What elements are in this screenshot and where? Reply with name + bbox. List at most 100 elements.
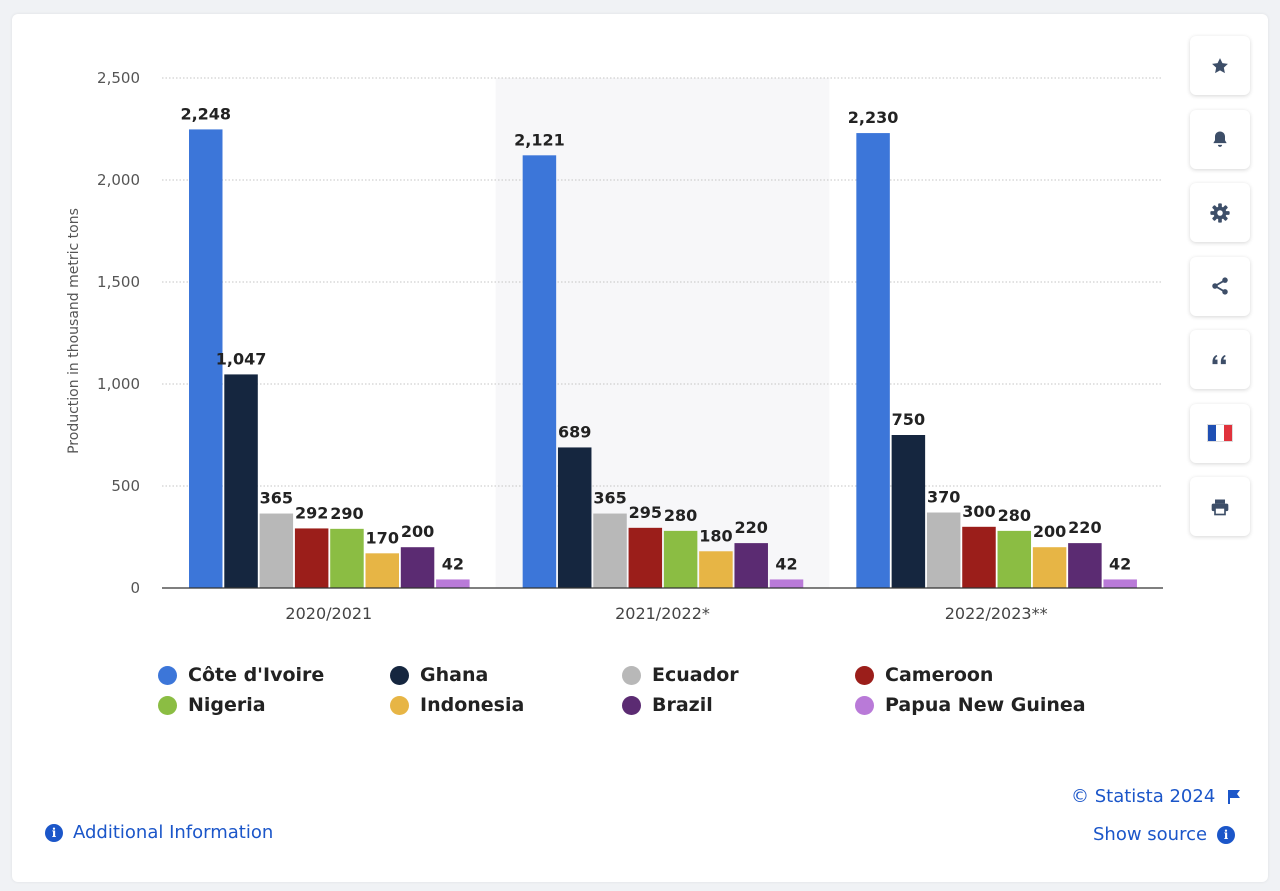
bar: [259, 513, 294, 588]
legend-label: Papua New Guinea: [885, 694, 1086, 716]
y-tick-label: 500: [111, 477, 140, 495]
legend-label: Côte d'Ivoire: [188, 664, 325, 686]
info-icon: i: [1217, 825, 1236, 844]
y-axis-label: Production in thousand metric tons: [66, 208, 82, 454]
data-label: 300: [962, 502, 995, 521]
data-label: 365: [260, 489, 293, 508]
legend-label: Ghana: [420, 664, 489, 686]
copyright-link[interactable]: © Statista 2024: [1071, 786, 1241, 807]
bar-chart: 0 500 1,000 1,500 2,000 2,500 Production in th…: [66, 69, 1163, 623]
y-tick-label: 2,500: [97, 69, 140, 87]
data-label: 280: [664, 506, 697, 525]
show-source-link[interactable]: Show source i: [1093, 824, 1236, 845]
y-tick-label: 1,000: [97, 375, 140, 393]
x-tick-label: 2022/2023**: [945, 604, 1048, 623]
bar: [962, 526, 996, 588]
language-button[interactable]: [1190, 403, 1250, 463]
bar: [699, 551, 733, 588]
bar: [365, 553, 399, 588]
bar: [522, 155, 557, 589]
favorite-button[interactable]: [1190, 36, 1250, 95]
data-label: 42: [442, 554, 464, 573]
bell-icon: [1213, 131, 1227, 147]
legend-item[interactable]: Papua New Guinea: [855, 694, 1086, 716]
data-label: 200: [401, 522, 434, 541]
legend-swatch: [158, 695, 177, 715]
bar: [436, 579, 470, 588]
data-label: 290: [330, 504, 363, 523]
x-tick-label: 2020/2021: [285, 604, 372, 623]
legend-item[interactable]: Ecuador: [622, 664, 739, 686]
cite-button[interactable]: [1190, 330, 1250, 389]
data-label: 42: [1109, 554, 1131, 573]
legend-label: Nigeria: [188, 694, 266, 716]
chart-toolbar: [1190, 36, 1250, 551]
legend-label: Brazil: [652, 694, 713, 716]
legend-label: Indonesia: [420, 694, 525, 716]
bar: [1068, 543, 1102, 588]
data-label: 200: [1033, 522, 1066, 541]
data-label: 220: [735, 518, 768, 537]
bar: [400, 547, 435, 588]
data-label: 689: [558, 422, 591, 441]
data-label: 2,121: [514, 130, 565, 149]
notification-button[interactable]: [1190, 109, 1250, 169]
gear-icon: [1210, 202, 1230, 223]
copyright-text: © Statista 2024: [1071, 786, 1216, 807]
flag-icon: [1228, 789, 1241, 804]
print-button[interactable]: [1190, 477, 1250, 536]
bar: [997, 530, 1032, 588]
data-label: 292: [295, 503, 328, 522]
quote-icon: [1212, 354, 1226, 364]
bar: [856, 133, 890, 588]
bar: [926, 512, 961, 588]
legend-swatch: [622, 695, 641, 715]
bar: [891, 435, 926, 588]
legend-swatch: [390, 665, 409, 685]
share-button[interactable]: [1190, 256, 1250, 316]
bar: [663, 530, 698, 588]
bar: [769, 579, 804, 588]
additional-info-link[interactable]: i Additional Information: [45, 822, 273, 843]
bar: [593, 513, 627, 588]
legend-label: Cameroon: [885, 664, 994, 686]
data-label: 1,047: [216, 349, 267, 368]
bar: [330, 528, 364, 588]
data-label: 370: [927, 488, 960, 507]
legend-swatch: [855, 665, 874, 685]
share-icon: [1212, 277, 1228, 295]
print-icon: [1211, 499, 1229, 515]
bar: [294, 528, 329, 588]
legend-item[interactable]: Cameroon: [855, 664, 993, 686]
legend-swatch: [622, 665, 641, 685]
data-label: 42: [775, 554, 797, 573]
data-label: 180: [699, 526, 732, 545]
legend-swatch: [390, 695, 409, 715]
legend-item[interactable]: Nigeria: [158, 694, 266, 716]
legend-swatch: [855, 695, 874, 715]
y-tick-label: 2,000: [97, 171, 140, 189]
data-label: 295: [629, 503, 662, 522]
x-tick-label: 2021/2022*: [615, 604, 710, 623]
legend-item[interactable]: Côte d'Ivoire: [158, 664, 324, 686]
french-flag-icon: [1207, 424, 1233, 442]
legend-swatch: [158, 665, 177, 685]
bar: [628, 527, 663, 588]
data-label: 170: [366, 528, 399, 547]
data-label: 280: [998, 506, 1031, 525]
bar: [734, 543, 768, 588]
star-icon: [1212, 57, 1228, 73]
y-tick-label: 0: [130, 579, 140, 597]
data-label: 750: [892, 410, 925, 429]
info-icon: i: [45, 823, 63, 842]
bar: [189, 129, 223, 588]
legend-item[interactable]: Indonesia: [390, 694, 524, 716]
settings-button[interactable]: [1190, 183, 1250, 242]
additional-info-text: Additional Information: [73, 822, 274, 843]
legend-item[interactable]: Brazil: [622, 694, 713, 716]
legend-item[interactable]: Ghana: [390, 664, 488, 686]
show-source-text: Show source: [1093, 824, 1208, 845]
y-tick-label: 1,500: [97, 273, 140, 291]
bar: [557, 447, 592, 588]
bar: [1032, 547, 1067, 588]
